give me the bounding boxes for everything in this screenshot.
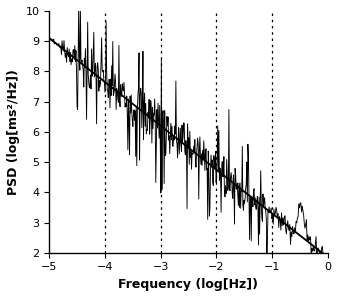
- Y-axis label: PSD (log[ms²/Hz]): PSD (log[ms²/Hz]): [7, 69, 20, 195]
- X-axis label: Frequency (log[Hz]): Frequency (log[Hz]): [118, 278, 258, 291]
